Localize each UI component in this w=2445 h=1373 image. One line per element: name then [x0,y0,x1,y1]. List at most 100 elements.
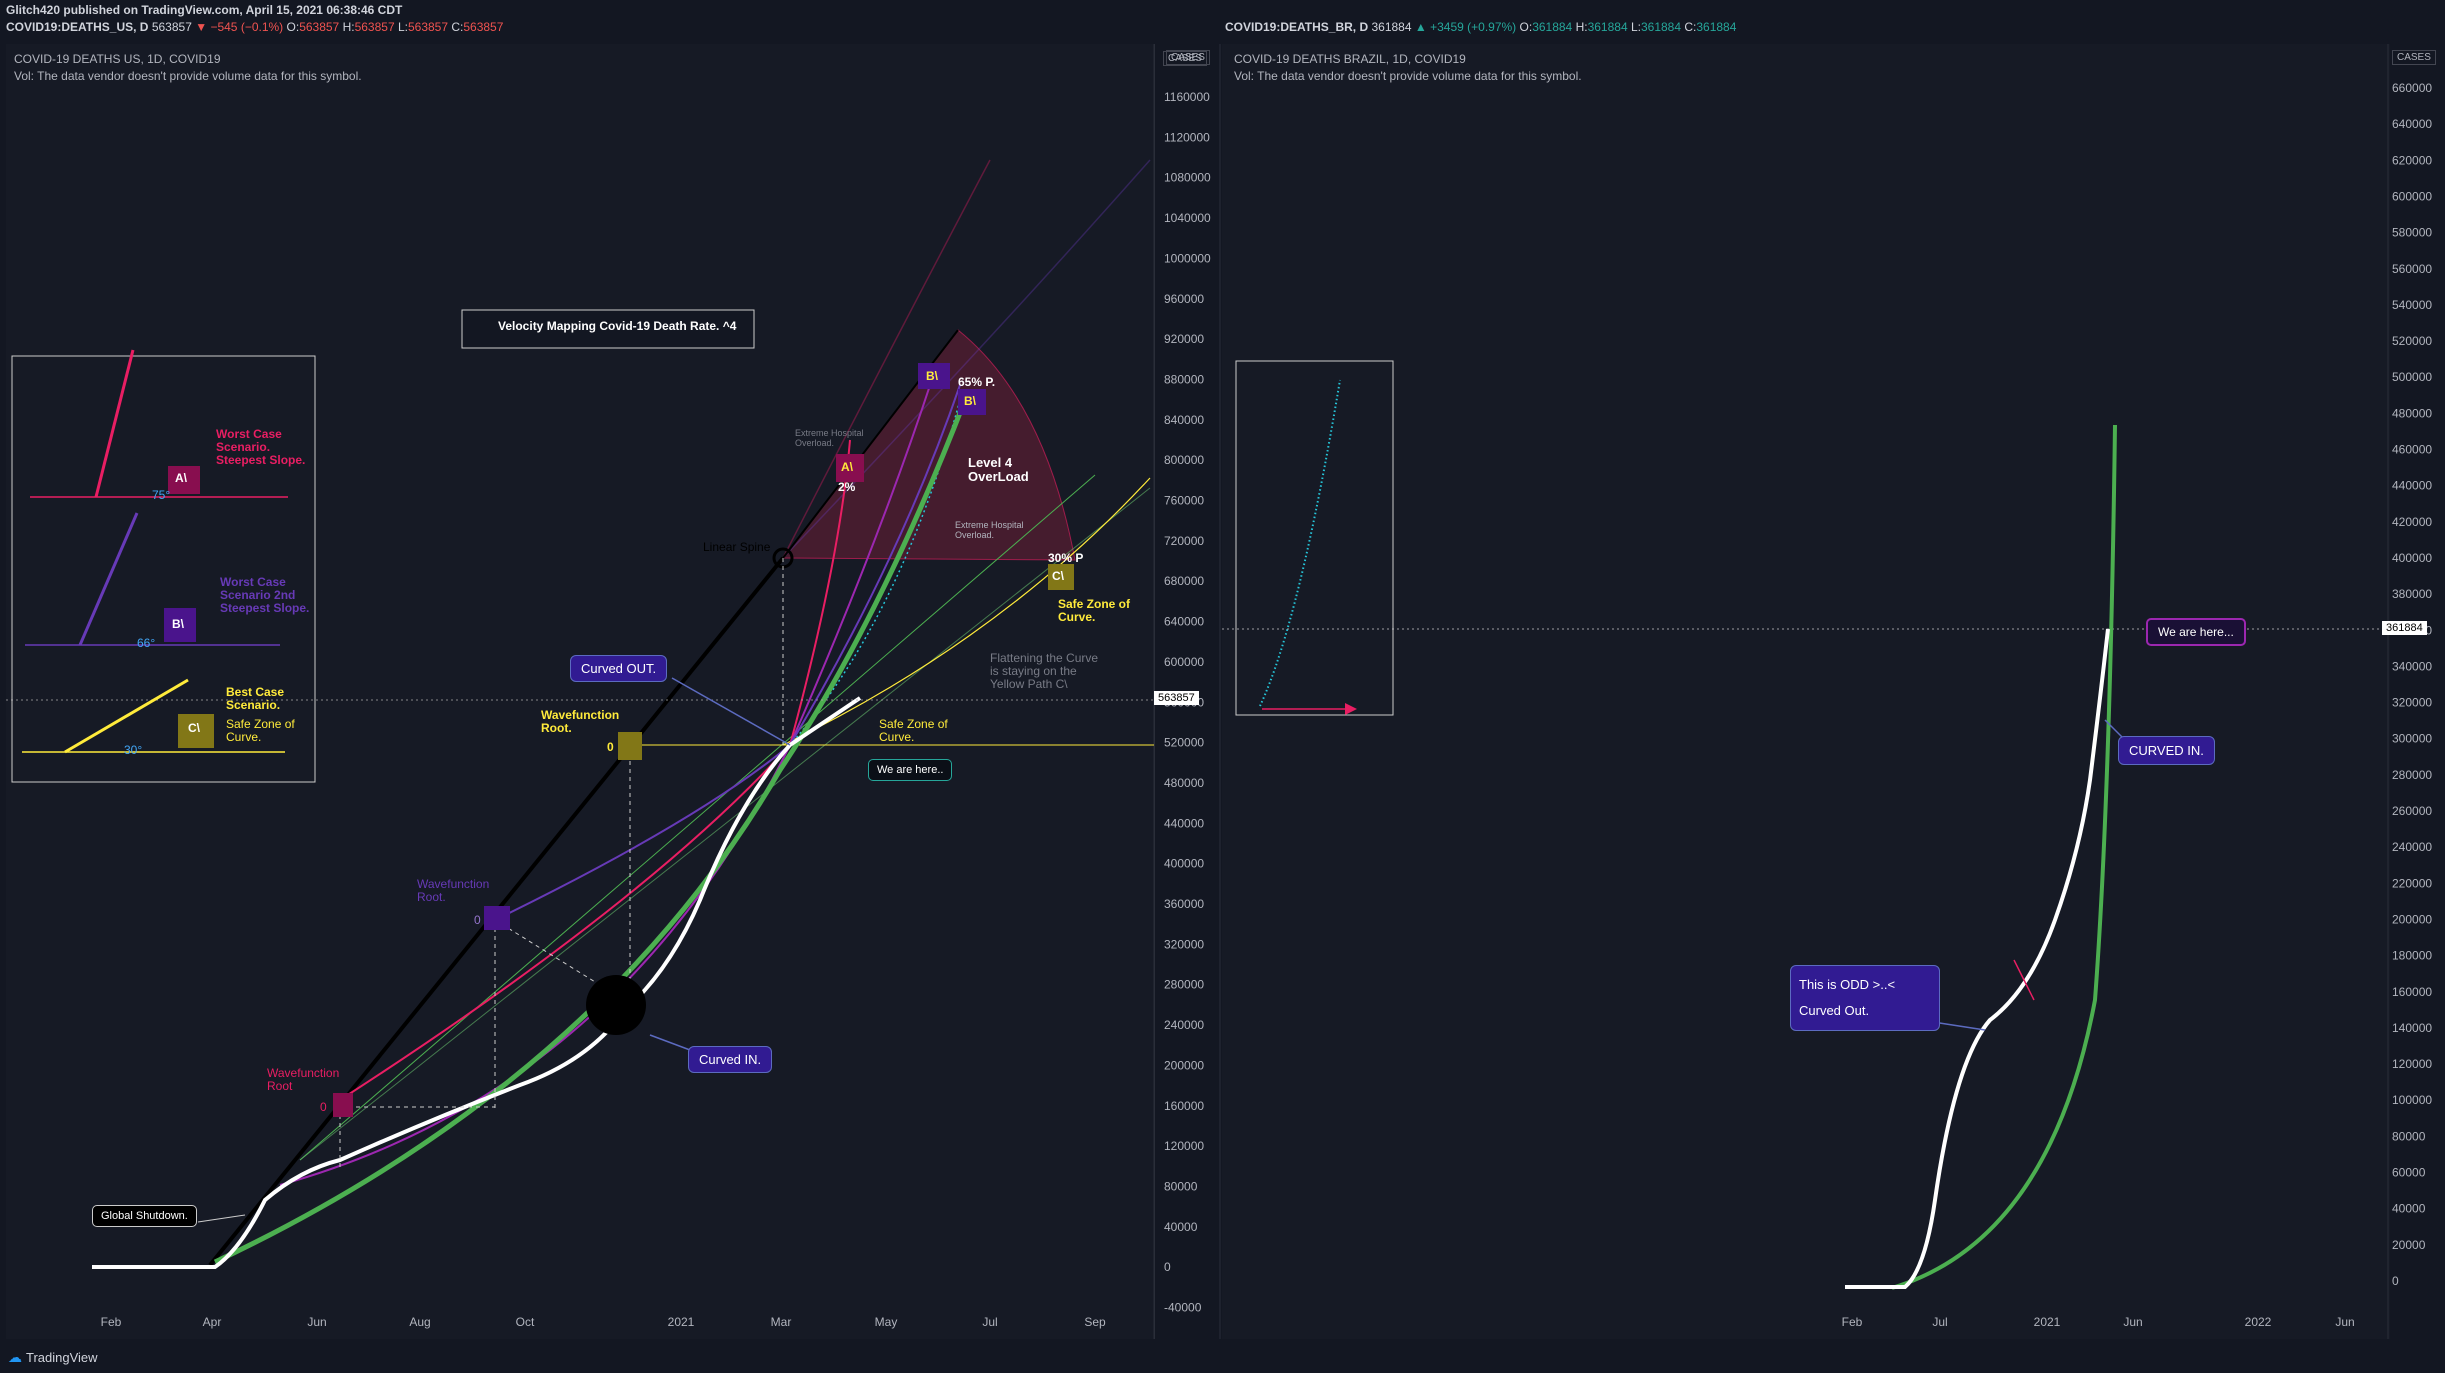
angle-30-label: 30° [124,743,143,757]
left-scale-badge[interactable]: CASES [1166,50,1210,65]
green-exponential-curve [213,399,968,1265]
right-y-tick: 580000 [2392,226,2432,240]
best-case-label: Best Case Scenario. [226,685,285,712]
right-cases-badge[interactable]: CASES [2392,50,2436,65]
right-open: 361884 [1532,20,1573,34]
right-y-tick: 600000 [2392,189,2432,203]
left-y-tick: 40000 [1164,1220,1198,1234]
left-y-tick: 360000 [1164,897,1204,911]
wave-root-yellow: Wavefunction Root. [541,708,620,735]
p65-label: 65% P. [958,375,996,389]
left-x-axis[interactable]: Feb Apr Jun Aug Oct 2021 Mar May Jul Sep [101,1315,1106,1329]
left-y-tick: 80000 [1164,1179,1198,1193]
right-price: 361884 [1371,20,1412,34]
brazil-green-curve [1891,424,2117,1290]
right-x-tick: Jun [2123,1315,2142,1329]
brand-label: TradingView [26,1350,98,1365]
right-y-tick: 0 [2392,1274,2399,1288]
left-symbol[interactable]: COVID19:DEATHS_US, D [6,20,149,34]
wave-root-purple: Wavefunction Root. [417,877,490,904]
left-y-tick: 480000 [1164,776,1204,790]
right-y-tick: 660000 [2392,81,2432,95]
global-shutdown-callout: Global Shutdown. [92,1205,197,1227]
left-y-tick: 720000 [1164,534,1204,548]
left-chart-pane[interactable]: COVID-19 DEATHS US, 1D, COVID19 Vol: The… [6,44,1210,1339]
footer-bar: ☁ TradingView [0,1343,2445,1373]
right-y-axis[interactable]: 6600006400006200006000005800005600005400… [2392,81,2432,1288]
left-y-tick: 200000 [1164,1058,1204,1072]
right-close: 361884 [1696,20,1737,34]
tradingview-cloud-icon: ☁ [8,1349,22,1365]
we-are-here-right: We are here... [2146,618,2246,646]
right-y-tick: 500000 [2392,370,2432,384]
left-x-tick: Oct [516,1315,535,1329]
left-price: 563857 [151,20,192,34]
odd-line-1: This is ODD >..< [1799,977,1896,992]
right-low: 361884 [1640,20,1682,34]
right-y-tick: 100000 [2392,1093,2432,1107]
left-y-tick: 240000 [1164,1018,1204,1032]
right-x-tick: Feb [1842,1315,1863,1329]
right-y-tick: 340000 [2392,659,2432,673]
left-y-tick: 160000 [1164,1099,1204,1113]
linear-spine-label: Linear Spine [703,540,771,554]
right-symbol-line: COVID19:DEATHS_BR, D 361884 ▲ +3459 (+0.… [1225,20,1737,34]
right-y-tick: 120000 [2392,1057,2432,1071]
left-x-tick: Jun [307,1315,326,1329]
left-x-tick: 2021 [668,1315,695,1329]
level4-label: Level 4 OverLoad [968,455,1029,484]
right-y-tick: 380000 [2392,587,2432,601]
zero-red: 0 [320,1100,327,1114]
right-symbol[interactable]: COVID19:DEATHS_BR, D [1225,20,1369,34]
right-y-tick: 160000 [2392,985,2432,999]
velocity-title: Velocity Mapping Covid-19 Death Rate. ^4 [498,319,737,333]
right-y-tick: 280000 [2392,768,2432,782]
left-cases-badge[interactable]: CASES [1163,51,1207,66]
tag-b-chart-2: B\ [964,394,976,408]
right-y-tick: 640000 [2392,117,2432,131]
left-y-tick: 760000 [1164,494,1204,508]
left-y-tick: 400000 [1164,857,1204,871]
left-y-tick: 320000 [1164,937,1204,951]
p2-label: 2% [838,480,856,494]
right-chart-pane[interactable]: COVID-19 DEATHS BRAZIL, 1D, COVID19 Vol:… [1222,44,2390,1339]
left-y-tick: 600000 [1164,655,1204,669]
top-bar: Glitch420 published on TradingView.com, … [0,0,2445,42]
left-pane-title: COVID-19 DEATHS US, 1D, COVID19 [14,52,221,66]
left-y-tick: 1080000 [1164,171,1211,185]
tag-b-chart-1: B\ [926,369,938,383]
left-y-tick: 1040000 [1164,211,1211,225]
left-y-tick: 800000 [1164,453,1204,467]
tradingview-brand[interactable]: ☁ TradingView [8,1349,98,1366]
left-y-tick: 120000 [1164,1139,1204,1153]
left-x-tick: Aug [409,1315,430,1329]
down-arrow-icon: ▼ [195,20,208,34]
curve-focus-circle [586,975,646,1035]
right-vol-note: Vol: The data vendor doesn't provide vol… [1234,69,1582,83]
tag-a-legend: A\ [175,471,187,485]
right-x-tick: Jun [2335,1315,2354,1329]
left-y-tick: 1160000 [1164,90,1210,104]
flattening-label: Flattening the Curve is staying on the Y… [990,651,1099,691]
right-y-tick: 60000 [2392,1166,2426,1180]
right-y-tick: 480000 [2392,406,2432,420]
left-x-tick: Mar [771,1315,792,1329]
right-y-tick: 620000 [2392,153,2432,167]
left-x-tick: Sep [1084,1315,1106,1329]
right-x-tick: 2021 [2034,1315,2061,1329]
left-y-tick: -40000 [1164,1301,1202,1315]
left-y-tick: 920000 [1164,332,1204,346]
p30-label: 30% P [1048,551,1084,565]
right-x-tick: Jul [1932,1315,1947,1329]
worst-case-label: Worst Case Scenario. Steepest Slope. [216,427,306,467]
tag-a-chart: A\ [841,460,853,474]
left-y-tick: 280000 [1164,978,1204,992]
left-y-tick: 960000 [1164,292,1204,306]
tag-c-legend: C\ [188,721,200,735]
right-y-tick: 220000 [2392,876,2432,890]
white-deaths-curve [92,696,862,1269]
left-change: −545 (−0.1%) [210,20,284,34]
right-y-tick: 300000 [2392,732,2432,746]
right-x-axis[interactable]: Feb Jul 2021 Jun 2022 Jun [1842,1315,2355,1329]
left-open: 563857 [299,20,340,34]
